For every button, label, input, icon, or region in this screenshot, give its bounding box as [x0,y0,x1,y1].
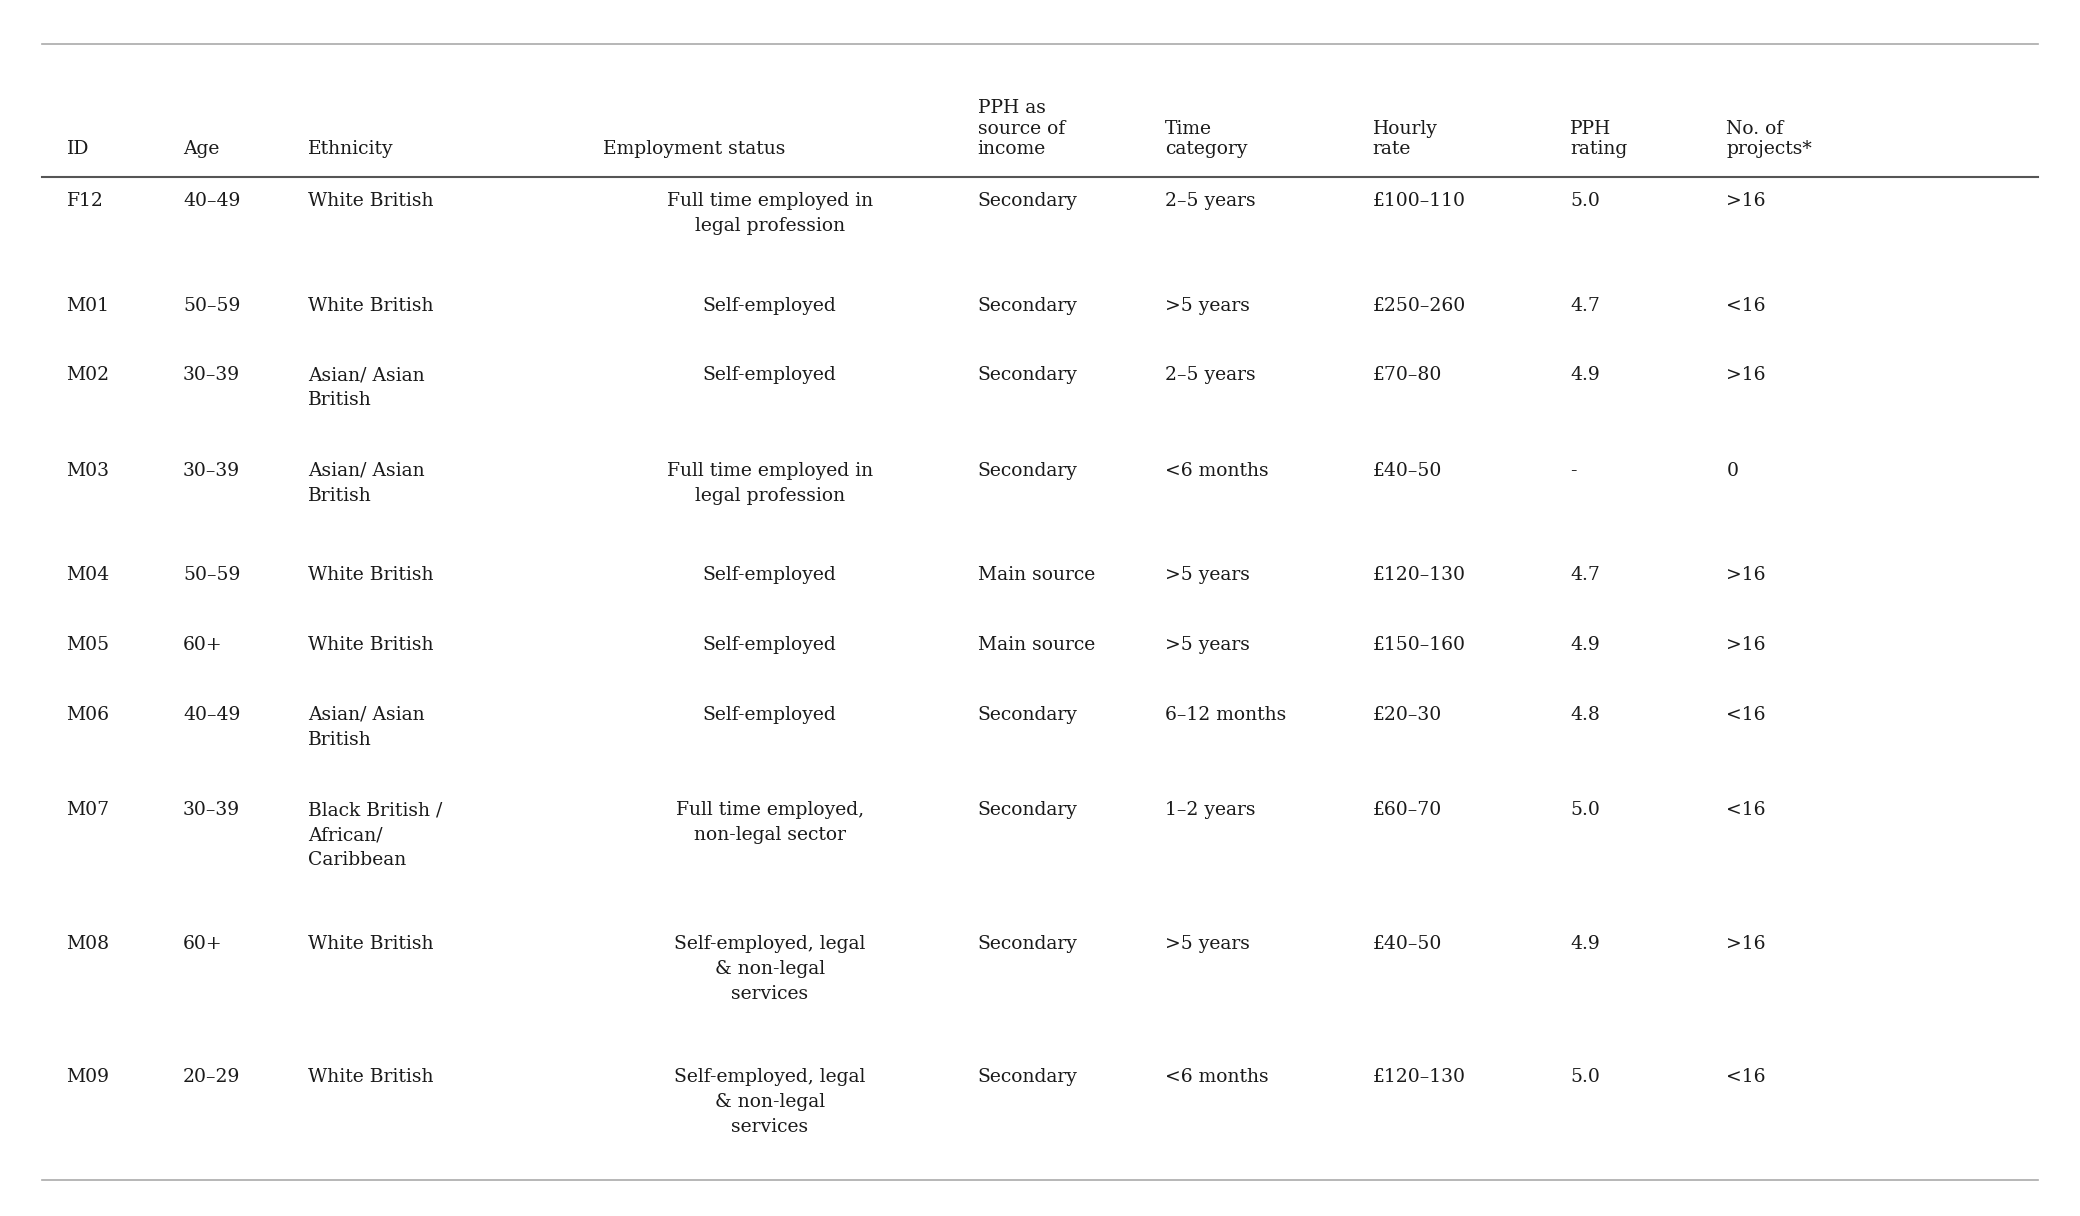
Text: Employment status: Employment status [603,140,786,158]
Text: >16: >16 [1726,935,1766,952]
Text: 4.7: 4.7 [1570,297,1600,315]
Text: Secondary: Secondary [978,192,1077,210]
Text: >16: >16 [1726,192,1766,210]
Text: Main source: Main source [978,565,1094,584]
Text: 30–39: 30–39 [183,462,239,480]
Text: £70–80: £70–80 [1373,366,1441,384]
Text: 40–49: 40–49 [183,705,241,724]
Text: Hourly
rate: Hourly rate [1373,119,1437,158]
Text: Black British /
African/
Caribbean: Black British / African/ Caribbean [308,801,443,869]
Text: £40–50: £40–50 [1373,462,1441,480]
Text: >16: >16 [1726,366,1766,384]
Text: Ethnicity: Ethnicity [308,140,393,158]
Text: M04: M04 [67,565,110,584]
Text: 50–59: 50–59 [183,297,241,315]
Text: 4.8: 4.8 [1570,705,1600,724]
Text: Secondary: Secondary [978,297,1077,315]
Text: 2–5 years: 2–5 years [1165,366,1256,384]
Text: 5.0: 5.0 [1570,801,1600,820]
Text: £60–70: £60–70 [1373,801,1441,820]
Text: >16: >16 [1726,565,1766,584]
Text: <16: <16 [1726,1068,1766,1086]
Text: M03: M03 [67,462,110,480]
Text: Asian/ Asian
British: Asian/ Asian British [308,705,424,749]
Text: <16: <16 [1726,705,1766,724]
Text: Self-employed: Self-employed [703,366,836,384]
Text: White British: White British [308,636,433,654]
Text: ID: ID [67,140,89,158]
Text: >5 years: >5 years [1165,636,1250,654]
Text: 4.9: 4.9 [1570,366,1600,384]
Text: <6 months: <6 months [1165,462,1269,480]
Text: 5.0: 5.0 [1570,192,1600,210]
Text: Time
category: Time category [1165,119,1248,158]
Text: M01: M01 [67,297,110,315]
Text: M08: M08 [67,935,110,952]
Text: £20–30: £20–30 [1373,705,1441,724]
Text: M02: M02 [67,366,110,384]
Text: £100–110: £100–110 [1373,192,1466,210]
Text: Age: Age [183,140,218,158]
Text: Asian/ Asian
British: Asian/ Asian British [308,462,424,505]
Text: 6–12 months: 6–12 months [1165,705,1285,724]
Text: Full time employed in
legal profession: Full time employed in legal profession [666,462,874,505]
Text: White British: White British [308,565,433,584]
Text: 4.9: 4.9 [1570,935,1600,952]
Text: 50–59: 50–59 [183,565,241,584]
Text: White British: White British [308,1068,433,1086]
Text: <6 months: <6 months [1165,1068,1269,1086]
Text: Full time employed,
non-legal sector: Full time employed, non-legal sector [676,801,863,844]
Text: No. of
projects*: No. of projects* [1726,119,1812,158]
Text: M09: M09 [67,1068,110,1086]
Text: >16: >16 [1726,636,1766,654]
Text: 0: 0 [1726,462,1739,480]
Text: Secondary: Secondary [978,366,1077,384]
Text: -: - [1570,462,1577,480]
Text: 5.0: 5.0 [1570,1068,1600,1086]
Text: Secondary: Secondary [978,1068,1077,1086]
Text: 30–39: 30–39 [183,801,239,820]
Text: 2–5 years: 2–5 years [1165,192,1256,210]
Text: 60+: 60+ [183,636,223,654]
Text: PPH
rating: PPH rating [1570,119,1629,158]
Text: £40–50: £40–50 [1373,935,1441,952]
Text: White British: White British [308,297,433,315]
Text: >5 years: >5 years [1165,565,1250,584]
Text: Self-employed: Self-employed [703,565,836,584]
Text: £250–260: £250–260 [1373,297,1466,315]
Text: Self-employed, legal
& non-legal
services: Self-employed, legal & non-legal service… [674,935,865,1002]
Text: PPH as
source of
income: PPH as source of income [978,98,1065,158]
Text: Self-employed: Self-employed [703,705,836,724]
Text: 1–2 years: 1–2 years [1165,801,1256,820]
Text: >5 years: >5 years [1165,297,1250,315]
Text: <16: <16 [1726,297,1766,315]
Text: <16: <16 [1726,801,1766,820]
Text: >5 years: >5 years [1165,935,1250,952]
Text: £120–130: £120–130 [1373,565,1466,584]
Text: White British: White British [308,935,433,952]
Text: Asian/ Asian
British: Asian/ Asian British [308,366,424,410]
Text: 40–49: 40–49 [183,192,241,210]
Text: 20–29: 20–29 [183,1068,241,1086]
Text: M06: M06 [67,705,110,724]
Text: Full time employed in
legal profession: Full time employed in legal profession [666,192,874,236]
Text: F12: F12 [67,192,104,210]
Text: Secondary: Secondary [978,705,1077,724]
Text: Main source: Main source [978,636,1094,654]
Text: M07: M07 [67,801,110,820]
Text: 4.7: 4.7 [1570,565,1600,584]
Text: 30–39: 30–39 [183,366,239,384]
Text: M05: M05 [67,636,110,654]
Text: Secondary: Secondary [978,462,1077,480]
Text: Self-employed, legal
& non-legal
services: Self-employed, legal & non-legal service… [674,1068,865,1136]
Text: 60+: 60+ [183,935,223,952]
Text: £120–130: £120–130 [1373,1068,1466,1086]
Text: White British: White British [308,192,433,210]
Text: Self-employed: Self-employed [703,297,836,315]
Text: Secondary: Secondary [978,801,1077,820]
Text: £150–160: £150–160 [1373,636,1466,654]
Text: 4.9: 4.9 [1570,636,1600,654]
Text: Secondary: Secondary [978,935,1077,952]
Text: Self-employed: Self-employed [703,636,836,654]
